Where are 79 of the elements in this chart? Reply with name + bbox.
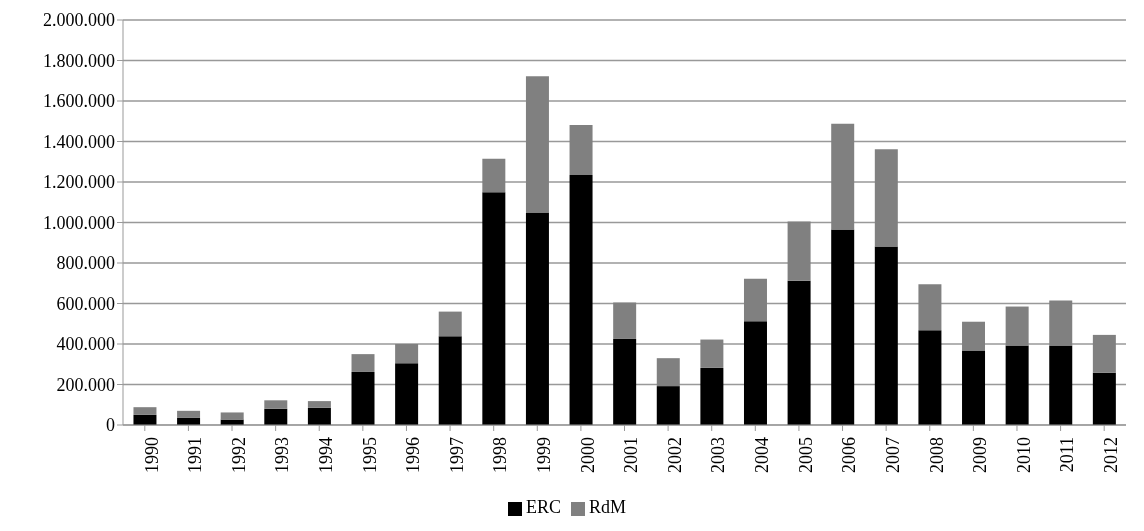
legend-label: ERC	[525, 497, 561, 517]
x-tick-label: 2001	[621, 437, 642, 473]
bar	[1005, 345, 1029, 425]
x-tick-label: 1999	[534, 437, 555, 473]
bar	[743, 278, 767, 322]
bar	[1092, 334, 1116, 373]
bar	[482, 158, 506, 193]
x-tick-label: 2011	[1057, 437, 1078, 473]
bar	[525, 76, 549, 213]
x-tick-label: 1995	[359, 437, 380, 473]
bar	[831, 123, 855, 230]
x-tick-label: 2003	[708, 437, 729, 473]
bar	[918, 330, 942, 425]
bar	[656, 358, 680, 387]
bar	[133, 407, 157, 415]
y-tick-label: 800.000	[56, 253, 115, 274]
x-tick-label: 2007	[882, 437, 903, 473]
bar	[613, 302, 637, 339]
bar	[351, 371, 375, 425]
x-tick-label: 2010	[1013, 437, 1034, 473]
x-tick-label: 1997	[446, 437, 467, 473]
bar	[1005, 306, 1029, 346]
bar	[962, 321, 986, 351]
bar	[787, 221, 811, 281]
bar	[656, 386, 680, 425]
y-tick-label: 400.000	[56, 334, 115, 355]
y-tick-label: 600.000	[56, 293, 115, 314]
bar	[700, 367, 724, 425]
bar	[1049, 345, 1073, 425]
bar	[569, 124, 593, 175]
bar	[220, 412, 244, 420]
bar	[307, 401, 331, 408]
bar	[874, 246, 898, 425]
bar	[525, 212, 549, 425]
y-tick-label: 0	[106, 415, 115, 436]
bar	[395, 344, 419, 364]
bar	[613, 338, 637, 425]
bar	[264, 408, 288, 425]
x-tick-label: 2004	[752, 437, 773, 473]
bar	[831, 229, 855, 425]
bar	[700, 339, 724, 368]
bar	[787, 280, 811, 425]
y-tick-label: 2.000.000	[43, 10, 115, 31]
bar	[962, 350, 986, 425]
bar	[438, 311, 462, 337]
bar	[307, 407, 331, 425]
x-tick-label: 2005	[795, 437, 816, 473]
x-tick-label: 2000	[577, 437, 598, 473]
bar	[482, 192, 506, 425]
x-tick-label: 2008	[926, 437, 947, 473]
x-tick-label: 2009	[970, 437, 991, 473]
x-tick-label: 1994	[316, 437, 337, 473]
y-tick-label: 1.400.000	[43, 131, 115, 152]
bar	[264, 400, 288, 409]
y-tick-label: 1.000.000	[43, 212, 115, 233]
x-tick-label: 1996	[403, 437, 424, 473]
bar	[177, 410, 201, 418]
y-tick-label: 1.200.000	[43, 172, 115, 193]
x-tick-label: 1991	[185, 437, 206, 473]
bar	[743, 321, 767, 425]
legend-label: RdM	[589, 497, 627, 517]
y-tick-label: 1.800.000	[43, 50, 115, 71]
bar	[438, 336, 462, 425]
bar	[1049, 300, 1073, 346]
bar	[569, 174, 593, 425]
x-tick-label: 2006	[839, 437, 860, 473]
x-tick-label: 1998	[490, 437, 511, 473]
y-tick-label: 200.000	[56, 374, 115, 395]
bar	[395, 363, 419, 425]
bar	[1092, 372, 1116, 425]
x-tick-label: 1993	[272, 437, 293, 473]
bar	[918, 284, 942, 331]
bar	[874, 149, 898, 247]
x-tick-label: 2012	[1100, 437, 1121, 473]
x-tick-label: 2002	[664, 437, 685, 473]
y-tick-label: 1.600.000	[43, 91, 115, 112]
bar	[351, 354, 375, 372]
x-tick-label: 1992	[228, 437, 249, 473]
x-tick-label: 1990	[141, 437, 162, 473]
